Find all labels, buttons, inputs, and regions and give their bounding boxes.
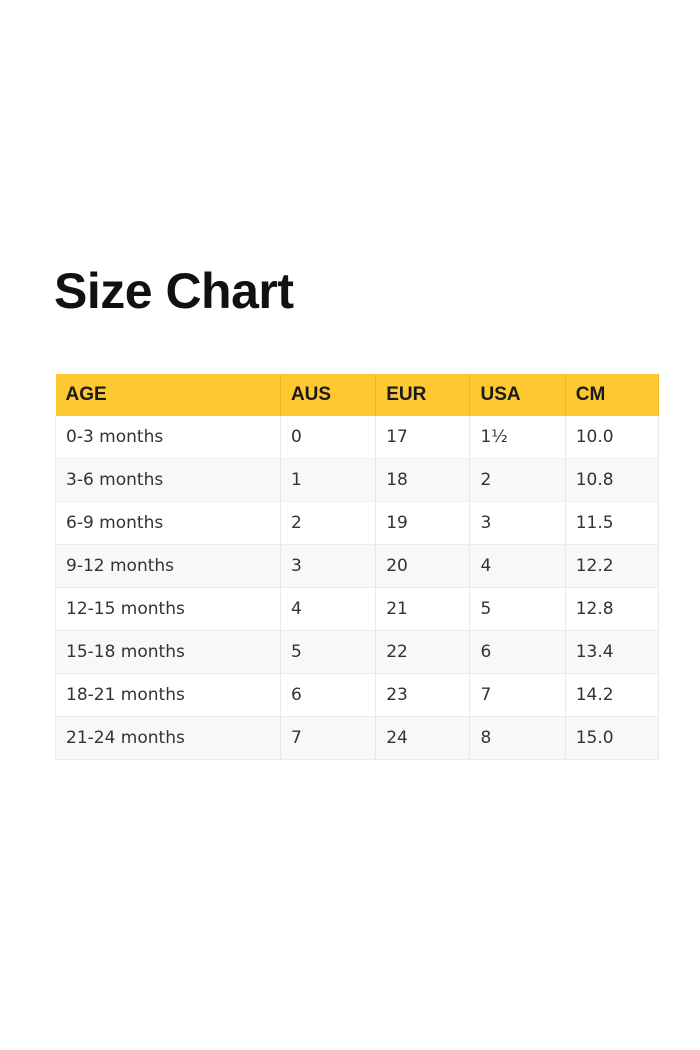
table-row: 9-12 months 3 20 4 12.2 <box>55 544 660 588</box>
table-cell-usa: 4 <box>469 544 566 588</box>
table-row: 12-15 months 4 21 5 12.8 <box>55 587 660 631</box>
table-cell-usa: 8 <box>469 716 566 760</box>
table-cell-eur: 17 <box>375 416 471 459</box>
table-cell-usa: 5 <box>469 587 566 631</box>
table-cell-age: 15-18 months <box>55 630 281 674</box>
table-cell-aus: 3 <box>280 544 377 588</box>
table-cell-cm: 10.0 <box>565 416 660 459</box>
table-header-row: AGE AUS EUR USA CM <box>55 374 660 416</box>
table-cell-usa: 1½ <box>469 416 566 459</box>
table-cell-usa: 3 <box>469 501 566 545</box>
table-cell-cm: 12.8 <box>565 587 660 631</box>
table-cell-eur: 23 <box>375 673 471 717</box>
table-cell-age: 18-21 months <box>55 673 281 717</box>
table-cell-aus: 0 <box>280 416 377 459</box>
table-cell-age: 21-24 months <box>55 716 281 760</box>
table-cell-cm: 15.0 <box>565 716 660 760</box>
column-header-aus: AUS <box>280 374 377 416</box>
column-header-age: AGE <box>55 374 281 416</box>
table-cell-age: 3-6 months <box>55 458 281 502</box>
table-cell-eur: 21 <box>375 587 471 631</box>
table-cell-age: 6-9 months <box>55 501 281 545</box>
page-title: Size Chart <box>54 263 294 319</box>
column-header-usa: USA <box>469 374 566 416</box>
table-row: 6-9 months 2 19 3 11.5 <box>55 501 660 545</box>
table-cell-cm: 12.2 <box>565 544 660 588</box>
table-cell-eur: 19 <box>375 501 471 545</box>
table-cell-age: 12-15 months <box>55 587 281 631</box>
table-cell-aus: 6 <box>280 673 377 717</box>
table-cell-usa: 6 <box>469 630 566 674</box>
table-cell-aus: 7 <box>280 716 377 760</box>
table-row: 0-3 months 0 17 1½ 10.0 <box>55 416 660 459</box>
table-row: 18-21 months 6 23 7 14.2 <box>55 673 660 717</box>
table-cell-aus: 4 <box>280 587 377 631</box>
table-cell-age: 9-12 months <box>55 544 281 588</box>
table-cell-cm: 11.5 <box>565 501 660 545</box>
table-row: 21-24 months 7 24 8 15.0 <box>55 716 660 760</box>
column-header-eur: EUR <box>375 374 471 416</box>
table-cell-aus: 1 <box>280 458 377 502</box>
table-cell-eur: 20 <box>375 544 471 588</box>
table-cell-eur: 18 <box>375 458 471 502</box>
table-row: 3-6 months 1 18 2 10.8 <box>55 458 660 502</box>
table-row: 15-18 months 5 22 6 13.4 <box>55 630 660 674</box>
table-cell-cm: 13.4 <box>565 630 660 674</box>
table-cell-eur: 22 <box>375 630 471 674</box>
table-cell-aus: 2 <box>280 501 377 545</box>
table-cell-cm: 14.2 <box>565 673 660 717</box>
table-cell-usa: 7 <box>469 673 566 717</box>
table-cell-cm: 10.8 <box>565 458 660 502</box>
size-chart-table: AGE AUS EUR USA CM 0-3 months 0 17 1½ 10.0 3-6 mo… <box>55 374 660 760</box>
table-cell-aus: 5 <box>280 630 377 674</box>
column-header-cm: CM <box>565 374 660 416</box>
table-cell-usa: 2 <box>469 458 566 502</box>
table-cell-eur: 24 <box>375 716 471 760</box>
table-cell-age: 0-3 months <box>55 416 281 459</box>
